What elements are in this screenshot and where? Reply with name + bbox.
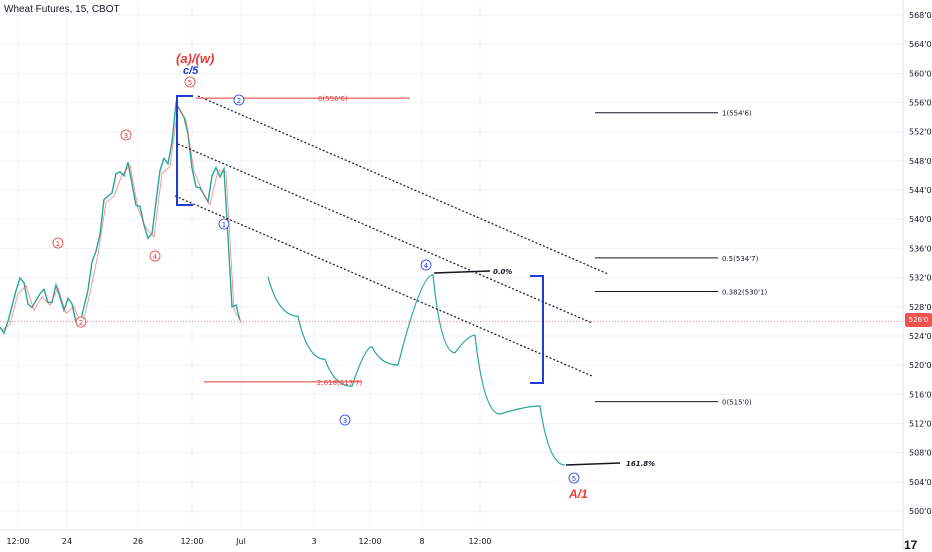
svg-text:4: 4 [153, 253, 158, 261]
blue-wave-1: 1 [218, 218, 230, 230]
fib-right-label: 0.5(534'7) [722, 255, 759, 263]
y-tick-label: 512'0 [909, 419, 932, 428]
svg-text:2: 2 [79, 319, 83, 327]
tradingview-logo: 17 [904, 538, 918, 552]
y-tick-label: 520'0 [909, 361, 932, 370]
fib-right-label: 1(554'6) [722, 110, 752, 118]
red-wave-3: 3 [120, 129, 132, 141]
x-tick-label: Jul [235, 537, 246, 546]
svg-text:1: 1 [222, 221, 226, 229]
blue-wave-4: 4 [420, 259, 432, 271]
extension-label-0: 0.0% [493, 268, 512, 276]
svg-text:1: 1 [56, 240, 60, 248]
current-price-badge: 526'0 [905, 313, 932, 327]
x-axis-ticks: 12:00 24 26 12:00 Jul 3 12:00 8 12:00 [6, 537, 491, 546]
y-tick-label: 548'0 [909, 157, 932, 166]
svg-text:5: 5 [188, 79, 192, 87]
y-tick-label: 564'0 [909, 40, 932, 49]
label-a-w: (a)/(w) [176, 51, 214, 66]
y-axis-ticks: 568'0 564'0 560'0 556'0 552'0 548'0 544'0 540'0… [909, 11, 932, 516]
svg-text:3: 3 [343, 417, 347, 425]
x-tick-label: 3 [311, 537, 316, 546]
x-tick-label: 12:00 [6, 537, 29, 546]
red-wave-5: 5 [184, 76, 196, 88]
x-tick-label: 12:00 [358, 537, 381, 546]
y-tick-label: 524'0 [909, 332, 932, 341]
price-series-line [0, 101, 241, 335]
y-tick-label: 516'0 [909, 390, 932, 399]
bracket-left [176, 95, 193, 206]
y-tick-label: 536'0 [909, 244, 932, 253]
fib-right-label: 0.382(530'1) [722, 288, 768, 296]
blue-wave-5: 5 [568, 472, 580, 484]
x-tick-label: 26 [133, 537, 143, 546]
fib-right-label: 0(515'0) [722, 399, 752, 407]
channel-line-top [197, 95, 609, 275]
y-tick-label: 508'0 [909, 449, 932, 458]
y-tick-label: 560'0 [909, 69, 932, 78]
svg-text:3: 3 [124, 132, 128, 140]
y-tick-label: 552'0 [909, 128, 932, 137]
fib-right-group: 1(554'6) 0.5(534'7) 0.382(530'1) 0(515'0) [595, 110, 768, 407]
label-a1: A/1 [568, 487, 588, 501]
projection-path [267, 274, 566, 466]
y-tick-label: 540'0 [909, 215, 932, 224]
channel-line-mid [177, 143, 593, 324]
x-tick-label: 12:00 [180, 537, 203, 546]
red-wave-2: 2 [75, 316, 87, 328]
svg-text:2: 2 [237, 97, 241, 105]
extension-line-161 [565, 462, 621, 466]
horizontal-gridlines [0, 14, 903, 512]
chart-title: Wheat Futures, 15, CBOT [4, 4, 120, 15]
blue-wave-2: 2 [233, 94, 245, 106]
y-tick-label: 500'0 [909, 507, 932, 516]
y-tick-label: 504'0 [909, 478, 932, 487]
extension-label-161: 161.8% [626, 460, 655, 468]
fib-red-label: 2.618(517'7) [317, 379, 363, 387]
x-tick-label: 12:00 [468, 537, 491, 546]
y-tick-label: 568'0 [909, 11, 932, 20]
red-wave-1: 1 [52, 237, 64, 249]
price-series-shadow [1, 105, 243, 331]
bracket-right [530, 275, 544, 384]
x-tick-label: 8 [419, 537, 424, 546]
channel-line-bottom [174, 195, 593, 377]
y-tick-label: 528'0 [909, 303, 932, 312]
x-tick-label: 24 [62, 537, 72, 546]
y-tick-label: 532'0 [909, 274, 932, 283]
y-tick-label: 544'0 [909, 186, 932, 195]
label-c5: c/5 [183, 65, 199, 77]
svg-text:5: 5 [572, 475, 576, 483]
y-tick-label: 556'0 [909, 99, 932, 108]
vertical-gridlines [17, 0, 481, 530]
blue-wave-3: 3 [339, 414, 351, 426]
extension-line-0 [433, 270, 491, 274]
fib-red-label: 0(556'6) [318, 95, 348, 103]
fib-red-group: 0(556'6) 2.618(517'7) [196, 95, 410, 387]
red-wave-4: 4 [149, 250, 161, 262]
svg-text:4: 4 [424, 262, 429, 270]
